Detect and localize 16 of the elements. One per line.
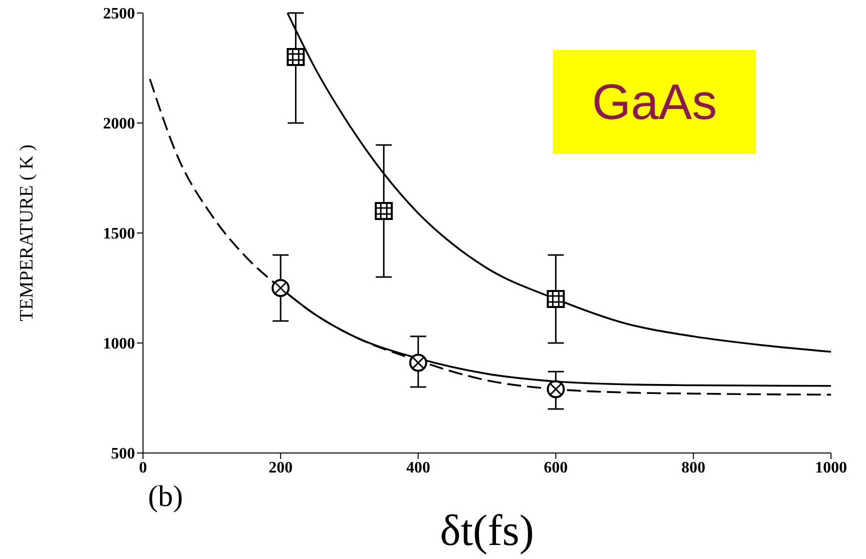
x-tick-label: 200 (268, 459, 293, 476)
text: (b) (148, 480, 183, 514)
x-tick-label: 0 (139, 459, 147, 476)
y-tick-label: 2000 (103, 116, 135, 133)
y-tick-label: 500 (111, 446, 135, 463)
x-axis-title: δt(fs) (440, 506, 534, 555)
x-tick-label: 800 (681, 459, 706, 476)
point (409, 354, 428, 372)
y-tick-label: 2500 (103, 6, 135, 23)
x-tick-label: 600 (544, 459, 568, 476)
y-axis-title: TEMPERATURE ( K ) (16, 144, 38, 322)
x-tick-label: 1000 (815, 459, 847, 476)
y-tick-label: 1000 (103, 336, 135, 353)
y-tick-label: 1500 (103, 226, 135, 243)
annotation: GaAs (553, 50, 756, 154)
x-tick-label: 400 (406, 459, 430, 476)
